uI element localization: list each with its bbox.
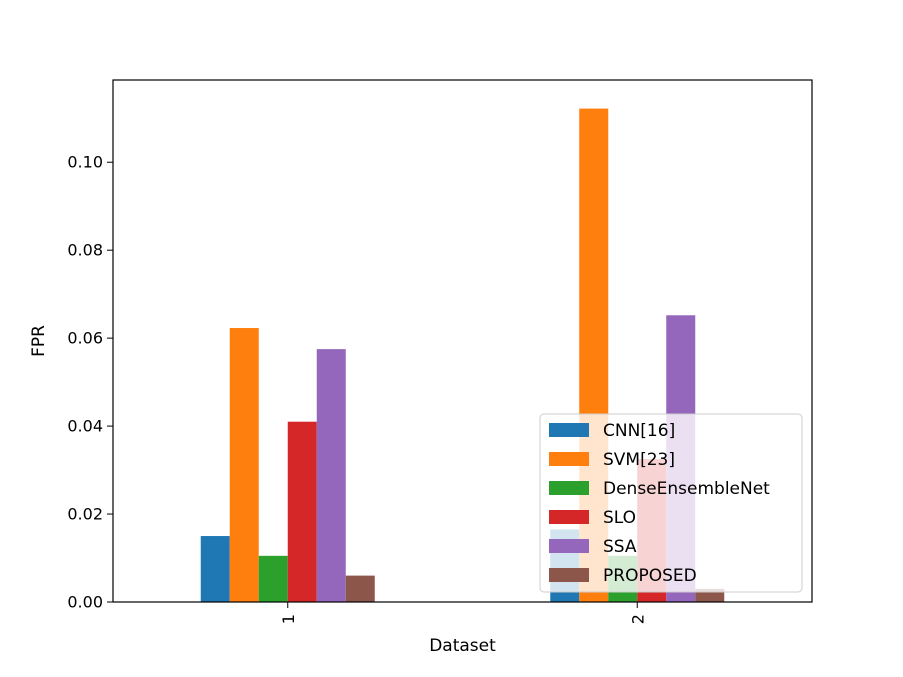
- legend-swatch-SSA: [549, 539, 589, 553]
- y-tick-label: 0.04: [67, 417, 103, 436]
- bar-DenseEnsembleNet-dataset-1: [258, 555, 288, 602]
- y-tick-label: 0.10: [67, 153, 103, 172]
- legend: CNN[16] SVM[23] DenseEnsembleNet SLO SSA PROP…: [539, 413, 803, 593]
- legend-label-CNN[16]: CNN[16]: [603, 421, 675, 441]
- bar-SVM[23]-dataset-1: [229, 328, 259, 602]
- x-axis-label: Dataset: [429, 636, 496, 656]
- y-axis-label: FPR: [29, 325, 49, 357]
- x-tick-label: 2: [628, 614, 647, 624]
- bar-CNN[16]-dataset-1: [200, 536, 230, 602]
- legend-label-SLO: SLO: [603, 508, 636, 528]
- x-tick-label: 1: [279, 614, 298, 624]
- legend-label-SSA: SSA: [603, 537, 637, 557]
- legend-label-DenseEnsembleNet: DenseEnsembleNet: [603, 479, 770, 499]
- legend-swatch-DenseEnsembleNet: [549, 481, 589, 495]
- legend-label-SVM[23]: SVM[23]: [603, 450, 675, 470]
- legend-label-PROPOSED: PROPOSED: [603, 566, 697, 586]
- y-tick-label: 0.06: [67, 329, 103, 348]
- legend-swatch-CNN[16]: [549, 423, 589, 437]
- plot-frame: [112, 79, 813, 603]
- y-tick-label: 0.02: [67, 505, 103, 524]
- y-axis: 0.00 0.02 0.04 0.06 0.08 0.10: [67, 153, 113, 612]
- y-tick-label: 0.08: [67, 241, 103, 260]
- legend-box: [539, 413, 803, 593]
- y-tick-label: 0.00: [67, 593, 103, 612]
- legend-swatch-SLO: [549, 510, 589, 524]
- bar-PROPOSED-dataset-1: [345, 575, 375, 602]
- legend-swatch-SVM[23]: [549, 452, 589, 466]
- bar-SSA-dataset-1: [316, 349, 346, 602]
- legend-swatch-PROPOSED: [549, 568, 589, 582]
- bar-SLO-dataset-1: [287, 421, 317, 602]
